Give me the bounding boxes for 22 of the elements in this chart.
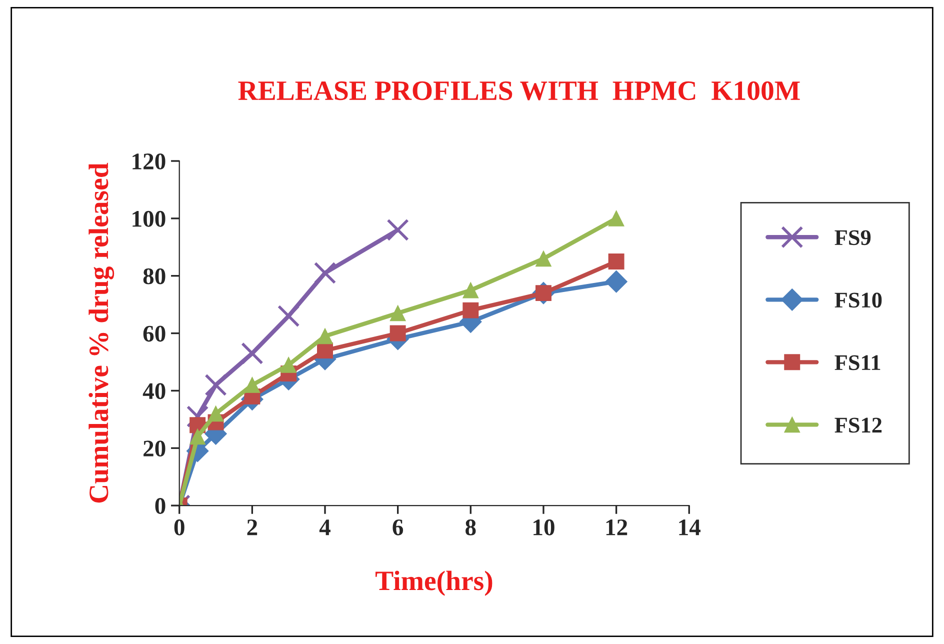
y-tick-label: 0 [155,498,166,514]
x-tick-label: 6 [392,519,404,536]
x-tick-label: 0 [174,519,184,536]
x-tick-label: 12 [606,519,628,536]
x-tick-label: 14 [679,520,700,536]
y-axis-title: Cumulative % drug released [88,162,114,503]
legend-label: FS12 [834,418,882,433]
y-tick-label: 120 [132,153,166,170]
x-tick-label: 10 [534,519,554,536]
x-tick-label: 8 [466,519,476,536]
x-tick-label: 2 [247,519,258,536]
legend-label: FS11 [834,355,880,370]
y-tick-label: 60 [143,326,166,342]
x-tick-label: 4 [319,520,330,536]
legend-label: FS10 [834,292,882,308]
y-tick-label: 100 [132,210,166,227]
chart-title: RELEASE PROFILES WITH HPMC K100M [238,81,800,100]
y-tick-label: 40 [142,383,166,400]
y-tick-label: 80 [143,268,166,284]
y-tick-label: 20 [144,440,166,457]
legend-label: FS9 [834,230,871,246]
x-axis-title: Time(hrs) [376,570,492,596]
